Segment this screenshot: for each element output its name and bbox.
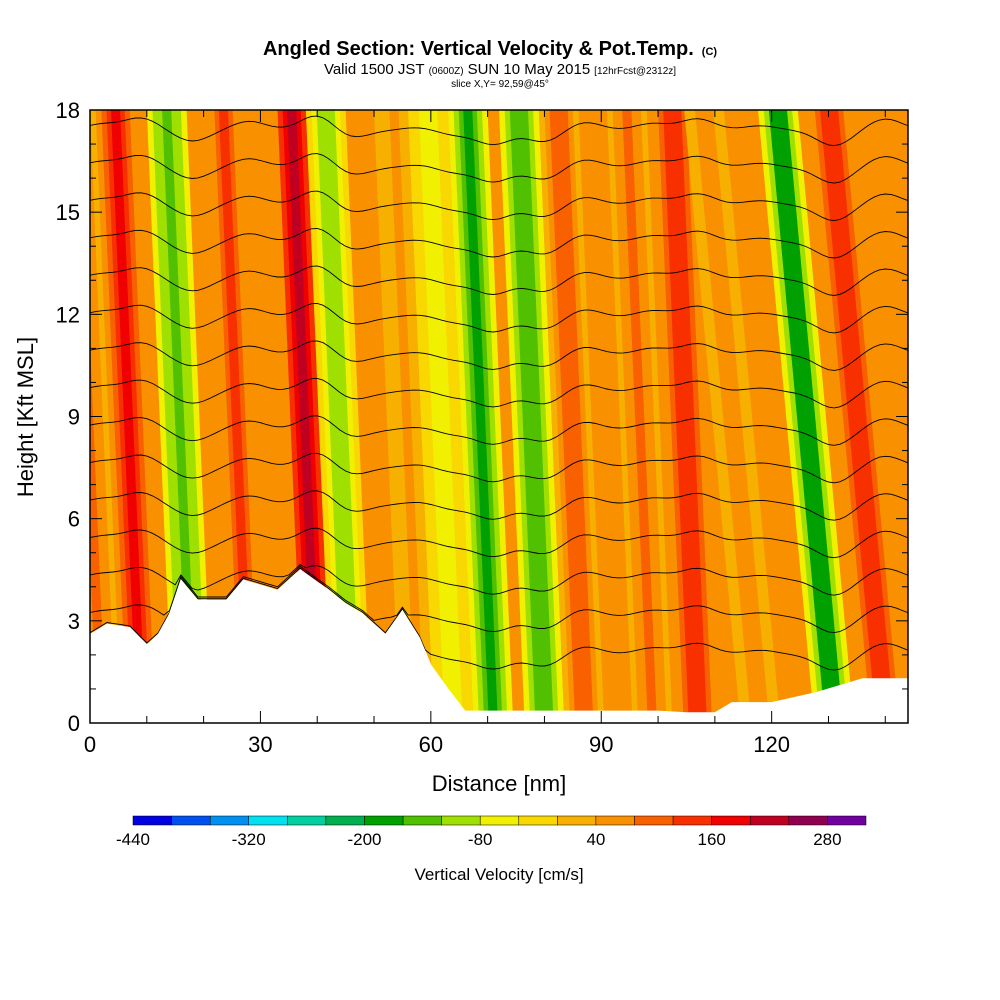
velocity-band-12-3 bbox=[667, 110, 703, 723]
theta-contour-9 bbox=[90, 302, 908, 334]
colorbar-swatch bbox=[750, 815, 790, 826]
x-tick-label: 30 bbox=[248, 732, 272, 757]
y-tick-label: 18 bbox=[56, 98, 80, 123]
colorbar-swatch bbox=[557, 815, 597, 826]
velocity-band-10-3 bbox=[554, 110, 589, 723]
colorbar-swatch bbox=[132, 815, 172, 826]
velocity-band-6-3 bbox=[389, 110, 424, 723]
theta-contour-12 bbox=[90, 190, 908, 222]
colorbar-label: Vertical Velocity [cm/s] bbox=[414, 865, 583, 884]
colorbar-swatch bbox=[672, 815, 712, 826]
colorbar-swatch bbox=[364, 815, 404, 826]
x-axis-label: Distance [nm] bbox=[432, 771, 567, 796]
velocity-band-2-3 bbox=[162, 110, 197, 723]
velocity-band-8-3 bbox=[463, 110, 498, 723]
colorbar-swatch bbox=[788, 815, 828, 826]
colorbar-swatch bbox=[287, 815, 327, 826]
colorbar-tick-label: 160 bbox=[698, 830, 726, 849]
x-tick-label: 60 bbox=[419, 732, 443, 757]
x-tick-label: 90 bbox=[589, 732, 613, 757]
velocity-bands bbox=[90, 110, 906, 723]
theta-contour-13 bbox=[90, 153, 908, 184]
colorbar-tick-label: 280 bbox=[813, 830, 841, 849]
y-tick-label: 15 bbox=[56, 200, 80, 225]
velocity-band-4-3 bbox=[287, 110, 322, 723]
colorbar-swatch bbox=[209, 815, 250, 826]
theta-contour-1 bbox=[90, 565, 908, 634]
subtitle-utc: (0600Z) bbox=[429, 66, 464, 77]
y-tick-label: 3 bbox=[68, 609, 80, 634]
colorbar-swatch bbox=[479, 815, 520, 826]
theta-contour-3 bbox=[90, 527, 908, 559]
velocity-band-1-3 bbox=[111, 110, 146, 723]
plot-area bbox=[90, 110, 908, 723]
theta-contour-2 bbox=[90, 564, 908, 596]
colorbar-tick-label: -80 bbox=[468, 830, 493, 849]
theta-contour-7 bbox=[90, 377, 908, 409]
slice-label: slice X,Y= 92,59@45° bbox=[451, 79, 549, 90]
colorbar-swatch bbox=[441, 815, 481, 826]
terrain bbox=[90, 569, 908, 723]
velocity-band-15-3 bbox=[824, 110, 890, 723]
colorbar-swatch bbox=[171, 815, 211, 826]
colorbar-swatch bbox=[827, 815, 867, 826]
velocity-band-13-3 bbox=[699, 110, 765, 723]
subtitle-date: SUN 10 May 2015 bbox=[468, 61, 591, 78]
subtitle-valid: Valid 1500 JST bbox=[324, 61, 425, 78]
chart-title: Angled Section: Vertical Velocity & Pot.… bbox=[263, 38, 717, 60]
theta-contour-5 bbox=[90, 452, 908, 484]
colorbar-swatch bbox=[518, 815, 558, 826]
y-axis-label: Height [Kft MSL] bbox=[13, 337, 38, 497]
velocity-band-7-3 bbox=[423, 110, 459, 723]
colorbar-tick-label: -440 bbox=[116, 830, 150, 849]
velocity-band-11-3 bbox=[622, 110, 657, 723]
velocity-band-3-3 bbox=[218, 110, 254, 723]
theta-contour-10 bbox=[90, 265, 908, 296]
y-tick-label: 0 bbox=[68, 711, 80, 736]
colorbar-tick-label: -320 bbox=[232, 830, 266, 849]
y-tick-label: 9 bbox=[68, 405, 80, 430]
colorbar-swatch bbox=[634, 815, 674, 826]
colorbar-swatch bbox=[711, 815, 751, 826]
colorbar-swatch bbox=[402, 815, 442, 826]
y-tick-label: 6 bbox=[68, 507, 80, 532]
axes: 0 30 60 90 120 0 3 6 9 12 15 18 bbox=[56, 98, 909, 757]
colorbar: -440 -320 -200 -80 40 160 280 bbox=[116, 815, 867, 849]
subtitle-forecast: [12hrFcst@2312z] bbox=[594, 66, 676, 77]
theta-contour-0 bbox=[90, 567, 908, 671]
theta-contour-4 bbox=[90, 490, 908, 521]
theta-contour-14 bbox=[90, 115, 908, 147]
colorbar-swatch bbox=[325, 815, 365, 826]
x-tick-label: 0 bbox=[84, 732, 96, 757]
colorbar-swatch bbox=[595, 815, 635, 826]
velocity-band-0-3 bbox=[90, 342, 106, 723]
chart-subtitle: Valid 1500 JST (0600Z) SUN 10 May 2015 [12h… bbox=[324, 61, 676, 78]
theta-contour-6 bbox=[90, 415, 908, 446]
velocity-band-9-3 bbox=[514, 110, 549, 723]
velocity-band-5-3 bbox=[321, 110, 356, 723]
theta-contour-11 bbox=[90, 228, 908, 259]
velocity-band-14-3 bbox=[773, 110, 839, 723]
x-tick-label: 120 bbox=[753, 732, 790, 757]
title-unit: (C) bbox=[702, 46, 718, 58]
theta-contour-8 bbox=[90, 340, 908, 371]
colorbar-swatch bbox=[248, 815, 288, 826]
y-tick-label: 12 bbox=[56, 302, 80, 327]
theta-contours bbox=[90, 115, 908, 671]
colorbar-tick-label: -200 bbox=[347, 830, 381, 849]
colorbar-tick-label: 40 bbox=[586, 830, 605, 849]
